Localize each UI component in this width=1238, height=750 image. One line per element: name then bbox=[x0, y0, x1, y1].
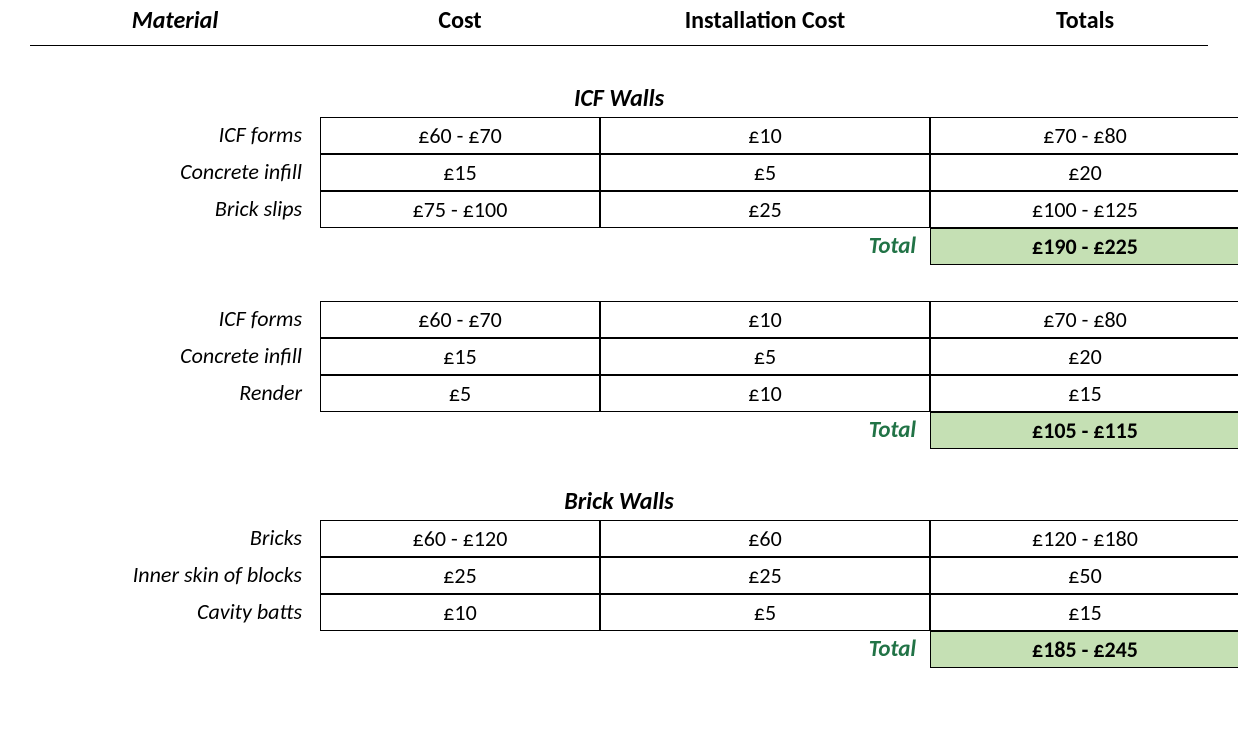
table-row: Concrete infill £15 £5 £20 bbox=[30, 154, 1208, 191]
cost-cell: £5 bbox=[320, 375, 600, 412]
install-cell: £5 bbox=[600, 338, 930, 375]
material-label: Render bbox=[30, 375, 320, 412]
total-row: Total £185 - £245 bbox=[30, 631, 1208, 668]
install-cell: £10 bbox=[600, 117, 930, 154]
table-row: Inner skin of blocks £25 £25 £50 bbox=[30, 557, 1208, 594]
cost-cell: £75 - £100 bbox=[320, 191, 600, 228]
total-cell: £20 bbox=[930, 338, 1238, 375]
install-cell: £5 bbox=[600, 594, 930, 631]
total-row: Total £190 - £225 bbox=[30, 228, 1208, 265]
cost-cell: £15 bbox=[320, 338, 600, 375]
table-row: Brick slips £75 - £100 £25 £100 - £125 bbox=[30, 191, 1208, 228]
total-label: Total bbox=[600, 631, 930, 668]
section-title-icf: ICF Walls bbox=[30, 46, 1208, 117]
material-label: Cavity batts bbox=[30, 594, 320, 631]
material-label: ICF forms bbox=[30, 301, 320, 338]
material-label: Brick slips bbox=[30, 191, 320, 228]
material-label: Bricks bbox=[30, 520, 320, 557]
total-cell: £100 - £125 bbox=[930, 191, 1238, 228]
cost-cell: £10 bbox=[320, 594, 600, 631]
total-cell: £70 - £80 bbox=[930, 301, 1238, 338]
material-label: Concrete infill bbox=[30, 338, 320, 375]
total-label: Total bbox=[600, 412, 930, 449]
material-label: Inner skin of blocks bbox=[30, 557, 320, 594]
table-row: ICF forms £60 - £70 £10 £70 - £80 bbox=[30, 117, 1208, 154]
cost-cell: £15 bbox=[320, 154, 600, 191]
total-cell: £120 - £180 bbox=[930, 520, 1238, 557]
total-label: Total bbox=[600, 228, 930, 265]
install-cell: £60 bbox=[600, 520, 930, 557]
cost-cell: £25 bbox=[320, 557, 600, 594]
total-row: Total £105 - £115 bbox=[30, 412, 1208, 449]
cost-cell: £60 - £70 bbox=[320, 117, 600, 154]
table-row: ICF forms £60 - £70 £10 £70 - £80 bbox=[30, 301, 1208, 338]
table-header: Material Cost Installation Cost Totals bbox=[30, 0, 1208, 46]
table-row: Concrete infill £15 £5 £20 bbox=[30, 338, 1208, 375]
total-value: £190 - £225 bbox=[930, 228, 1238, 265]
table-row: Bricks £60 - £120 £60 £120 - £180 bbox=[30, 520, 1208, 557]
total-cell: £15 bbox=[930, 594, 1238, 631]
install-cell: £25 bbox=[600, 557, 930, 594]
cost-cell: £60 - £70 bbox=[320, 301, 600, 338]
header-totals: Totals bbox=[930, 6, 1238, 35]
install-cell: £10 bbox=[600, 301, 930, 338]
install-cell: £25 bbox=[600, 191, 930, 228]
total-value: £185 - £245 bbox=[930, 631, 1238, 668]
table-row: Render £5 £10 £15 bbox=[30, 375, 1208, 412]
total-cell: £15 bbox=[930, 375, 1238, 412]
section-title-brick: Brick Walls bbox=[30, 449, 1208, 520]
material-label: Concrete infill bbox=[30, 154, 320, 191]
cost-cell: £60 - £120 bbox=[320, 520, 600, 557]
material-label: ICF forms bbox=[30, 117, 320, 154]
header-installation: Installation Cost bbox=[600, 6, 930, 35]
total-value: £105 - £115 bbox=[930, 412, 1238, 449]
total-cell: £20 bbox=[930, 154, 1238, 191]
total-cell: £50 bbox=[930, 557, 1238, 594]
total-cell: £70 - £80 bbox=[930, 117, 1238, 154]
table-row: Cavity batts £10 £5 £15 bbox=[30, 594, 1208, 631]
install-cell: £10 bbox=[600, 375, 930, 412]
header-material: Material bbox=[30, 6, 320, 35]
install-cell: £5 bbox=[600, 154, 930, 191]
header-cost: Cost bbox=[320, 6, 600, 35]
